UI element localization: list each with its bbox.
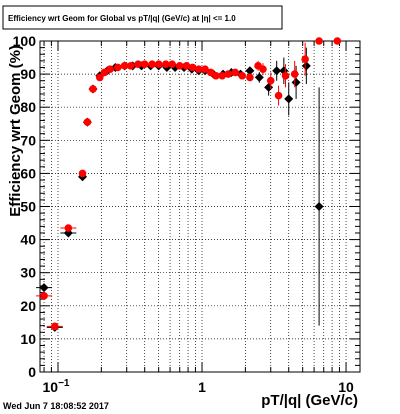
y-tick-label: 40 bbox=[20, 232, 36, 248]
data-point bbox=[254, 72, 264, 82]
timestamp: Wed Jun 7 18:08:52 2017 bbox=[3, 401, 109, 411]
data-point bbox=[50, 322, 59, 331]
data-point bbox=[134, 60, 142, 68]
data-point bbox=[140, 60, 149, 68]
data-point bbox=[266, 76, 275, 85]
data-point bbox=[120, 62, 129, 70]
y-tick-label: 60 bbox=[20, 165, 36, 181]
data-point bbox=[301, 61, 311, 71]
data-point bbox=[246, 73, 254, 82]
data-point bbox=[238, 71, 246, 80]
data-point bbox=[182, 62, 191, 70]
y-tick-label: 30 bbox=[20, 265, 36, 281]
data-point bbox=[175, 62, 184, 70]
data-point bbox=[201, 65, 209, 73]
data-point bbox=[272, 66, 282, 76]
data-point bbox=[83, 118, 92, 126]
data-point bbox=[301, 55, 309, 64]
data-point bbox=[106, 65, 114, 73]
series-red bbox=[36, 37, 342, 331]
tick-labels: 0 10 20 30 40 50 60 70 80 90 100 10−1 1 10 bbox=[13, 33, 354, 395]
data-point bbox=[89, 85, 97, 93]
data-point bbox=[78, 169, 87, 178]
y-tick-label: 90 bbox=[20, 66, 36, 82]
data-point bbox=[40, 292, 48, 300]
y-tick-label: 10 bbox=[20, 331, 36, 347]
y-tick-label: 20 bbox=[20, 298, 36, 314]
data-point bbox=[100, 68, 109, 77]
y-tick-label: 70 bbox=[20, 132, 36, 148]
x-tick-label: 1 bbox=[198, 379, 206, 395]
data-point bbox=[161, 60, 170, 68]
data-point bbox=[212, 71, 220, 80]
data-point bbox=[95, 73, 104, 82]
data-point bbox=[224, 70, 233, 78]
y-tick-label: 100 bbox=[13, 33, 37, 49]
data-point bbox=[245, 66, 255, 76]
x-tick-label: 10−1 bbox=[43, 378, 70, 395]
data-point bbox=[231, 68, 240, 77]
data-point bbox=[315, 37, 323, 45]
y-tick-label: 50 bbox=[20, 199, 36, 215]
y-tick-label: 0 bbox=[28, 364, 36, 380]
y-axis-label: Efficiency wrt Geom (%) bbox=[7, 45, 24, 217]
data-point bbox=[39, 283, 49, 293]
x-axis-label: pT/|q| (GeV/c) bbox=[261, 392, 358, 409]
title-box bbox=[2, 5, 283, 30]
axis-ticks bbox=[40, 40, 360, 373]
data-point bbox=[284, 94, 294, 104]
data-point bbox=[195, 65, 203, 73]
chart-title: Efficiency wrt Geom for Global vs pT/|q|… bbox=[8, 14, 236, 23]
data-point bbox=[314, 202, 324, 211]
y-tick-label: 80 bbox=[20, 99, 36, 115]
data-point bbox=[154, 60, 163, 68]
data-point bbox=[126, 62, 135, 70]
data-point bbox=[281, 71, 290, 80]
data-point bbox=[259, 65, 267, 73]
data-point bbox=[113, 63, 122, 72]
data-point bbox=[188, 63, 197, 72]
data-point bbox=[291, 77, 301, 87]
data-point bbox=[290, 70, 299, 78]
series-black bbox=[36, 47, 324, 332]
grid-lines bbox=[40, 41, 360, 372]
data-point bbox=[168, 60, 176, 68]
data-point bbox=[333, 37, 342, 45]
data-series bbox=[36, 37, 342, 332]
data-point bbox=[148, 60, 156, 68]
data-point bbox=[64, 224, 73, 232]
data-point bbox=[218, 71, 226, 80]
x-tick-label: 10 bbox=[338, 379, 354, 395]
data-point bbox=[274, 91, 283, 100]
